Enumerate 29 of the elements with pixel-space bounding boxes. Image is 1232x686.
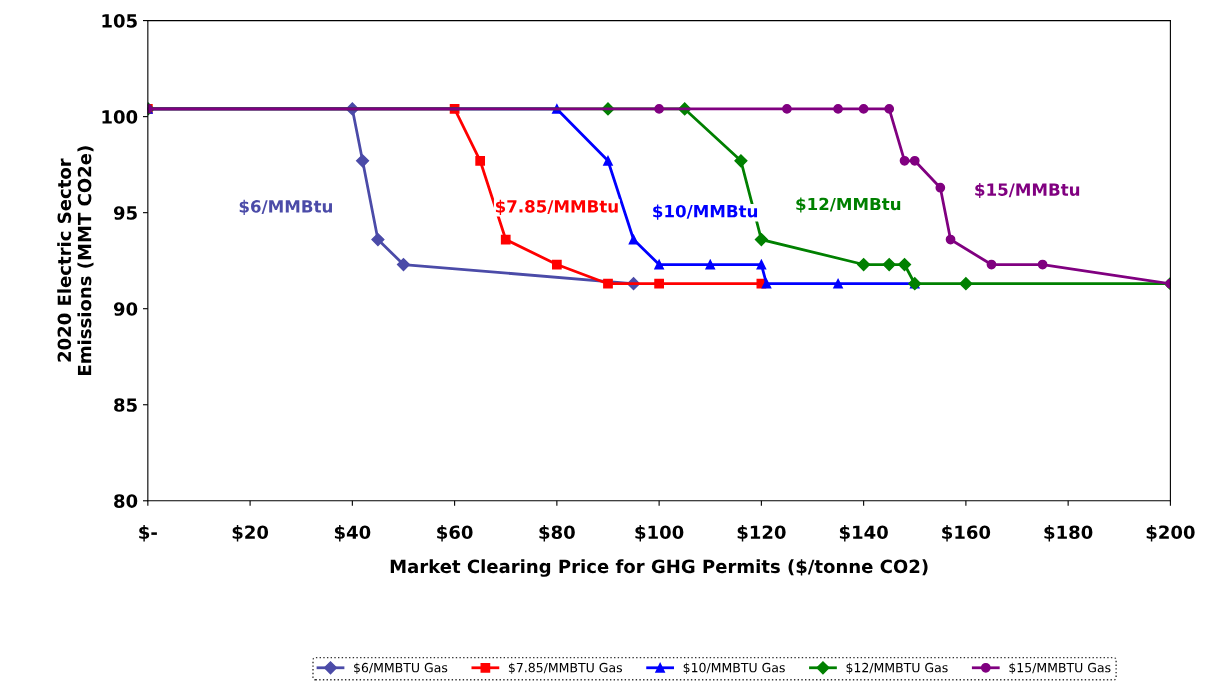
legend-label: $6/MMBTU Gas: [354, 662, 448, 674]
legend-label: $10/MMBTU Gas: [683, 662, 785, 674]
y-tick-label: 105: [102, 14, 137, 28]
y-tick-label: 85: [114, 398, 137, 412]
annotation: $12/MMBtu: [796, 197, 901, 213]
y-tick-label: 95: [113, 206, 137, 220]
y-tick-label: 90: [113, 302, 138, 316]
legend-label: $12/MMBTU Gas: [846, 662, 948, 674]
y-tick-label: 80: [114, 494, 138, 508]
x-tick-label: $20: [232, 525, 269, 542]
legend-label: $7.85/MMBTU Gas: [508, 662, 623, 674]
x-axis-title: Market Clearing Price for GHG Permits ($/tonne CO2): [390, 559, 928, 577]
x-tick-label: $160: [942, 525, 991, 542]
y-axis-title: 2020 Electric Sector Emissions (MMT CO2e): [57, 146, 94, 375]
x-tick-label: $80: [539, 525, 575, 542]
x-tick-label: $60: [437, 525, 473, 542]
annotation: $7.85/MMBtu: [495, 199, 618, 215]
legend-label: $15/MMBTU Gas: [1009, 662, 1111, 674]
x-tick-label: $40: [334, 525, 371, 542]
y-tick-label: 100: [102, 110, 138, 124]
x-tick-label: $180: [1044, 525, 1093, 542]
annotation: $6/MMBtu: [239, 199, 332, 215]
x-tick-label: $100: [635, 525, 684, 542]
x-tick-label: $-: [139, 525, 157, 542]
x-tick-label: $200: [1146, 525, 1195, 542]
annotation: $15/MMBtu: [975, 182, 1080, 199]
x-tick-label: $140: [839, 525, 888, 542]
annotation: $10/MMBtu: [653, 204, 758, 220]
x-tick-label: $120: [737, 525, 786, 542]
